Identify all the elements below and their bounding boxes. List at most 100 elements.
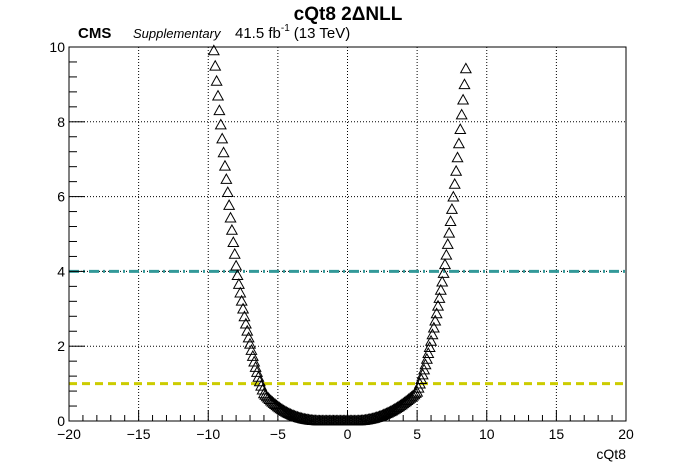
lumi-label: 41.5 fb-1 (13 TeV) — [235, 23, 350, 42]
data-point — [411, 385, 424, 397]
x-tick-label: 15 — [549, 426, 565, 442]
data-point — [448, 177, 461, 189]
data-point — [264, 394, 277, 406]
data-point — [412, 381, 425, 393]
x-tick-label: −5 — [270, 426, 286, 442]
x-tick-label: 5 — [413, 426, 421, 442]
data-point — [438, 258, 452, 270]
data-point — [433, 291, 446, 303]
data-point — [252, 370, 265, 382]
data-point — [214, 118, 227, 130]
data-point — [450, 164, 463, 176]
data-point — [230, 259, 243, 271]
data-point — [249, 360, 262, 372]
data-point — [217, 146, 230, 158]
energy-label: (13 TeV) — [294, 25, 350, 42]
data-point — [253, 375, 266, 387]
plot-frame — [68, 46, 627, 422]
data-point — [427, 321, 440, 333]
x-tick-label: 20 — [618, 426, 634, 442]
data-point — [422, 347, 435, 358]
data-point — [457, 93, 470, 105]
data-point — [255, 379, 268, 391]
data-point — [210, 74, 223, 86]
data-point — [431, 299, 445, 311]
cms-label: CMS — [78, 25, 111, 42]
data-point — [459, 62, 472, 74]
lumi-value: 41.5 fb — [235, 25, 281, 42]
data-point — [452, 137, 465, 149]
data-point — [447, 190, 460, 202]
data-point — [426, 328, 439, 340]
x-tick-label: −15 — [127, 426, 151, 442]
data-points — [207, 44, 472, 426]
data-point — [221, 186, 234, 198]
data-point — [269, 398, 282, 410]
data-point — [437, 267, 450, 278]
data-point — [227, 236, 240, 247]
y-tick-label: 4 — [57, 263, 65, 279]
data-point — [224, 211, 237, 223]
tick-labels: −20 −15 −10 −5 0 5 10 15 20 0 2 4 6 8 10 — [49, 39, 634, 442]
data-point — [234, 286, 247, 298]
data-point — [259, 388, 272, 400]
data-point — [418, 363, 431, 375]
x-tick-label: −10 — [196, 426, 220, 442]
data-point — [444, 215, 457, 227]
data-point — [406, 389, 420, 401]
data-point — [408, 388, 421, 400]
x-axis-label: cQt8 — [596, 446, 626, 462]
x-tick-label: −20 — [57, 426, 81, 442]
data-point — [266, 395, 279, 407]
data-point — [270, 399, 283, 411]
data-point — [440, 248, 453, 260]
data-point — [223, 199, 236, 210]
data-point — [443, 226, 456, 238]
data-point — [409, 387, 422, 398]
supplementary-label: Supplementary — [133, 26, 222, 41]
data-point — [263, 393, 276, 405]
data-point — [436, 275, 449, 287]
data-point — [262, 391, 275, 403]
y-tick-label: 6 — [57, 189, 65, 205]
data-point — [434, 283, 447, 295]
data-point — [220, 173, 233, 184]
data-point — [454, 123, 467, 135]
data-point — [451, 151, 464, 163]
data-point — [207, 44, 220, 56]
y-tick-label: 0 — [57, 413, 65, 429]
data-point — [209, 59, 222, 71]
data-point — [424, 334, 438, 346]
data-point — [232, 277, 245, 289]
y-tick-label: 10 — [49, 39, 65, 55]
y-tick-label: 8 — [57, 114, 65, 130]
reference-lines — [69, 269, 626, 386]
y-tick-label: 2 — [57, 338, 65, 354]
data-point — [228, 247, 241, 259]
data-point — [445, 202, 459, 214]
data-point — [267, 396, 280, 408]
lumi-exponent: -1 — [281, 23, 290, 34]
data-point — [430, 307, 443, 319]
data-point — [271, 400, 284, 412]
data-point — [260, 390, 273, 402]
data-point — [225, 223, 239, 235]
data-point — [246, 349, 259, 361]
data-point — [420, 352, 433, 364]
chart-title: cQt8 2ΔNLL — [294, 4, 403, 25]
data-point — [395, 398, 408, 410]
data-point — [213, 104, 226, 116]
data-point — [429, 314, 442, 326]
data-point — [441, 237, 454, 249]
data-point — [419, 358, 432, 370]
data-point — [250, 366, 264, 377]
data-point — [231, 269, 244, 281]
data-point — [455, 108, 468, 120]
data-point — [211, 89, 225, 101]
data-point — [248, 355, 261, 367]
x-tick-label: 0 — [344, 426, 352, 442]
data-point — [218, 159, 232, 171]
x-tick-label: 10 — [479, 426, 495, 442]
data-point — [458, 78, 471, 90]
